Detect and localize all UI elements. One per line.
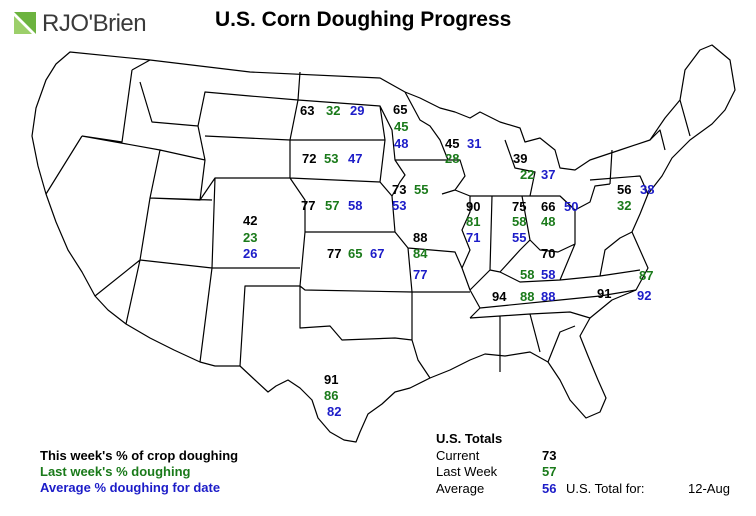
ks-last: 65 [348, 246, 362, 261]
ne-last: 57 [325, 198, 339, 213]
in-avg: 55 [512, 230, 526, 245]
mn-last: 45 [394, 119, 408, 134]
ne-avg: 58 [348, 198, 362, 213]
il-current: 90 [466, 199, 480, 214]
totals-date-label: U.S. Total for: [566, 480, 645, 496]
wi-avg: 31 [467, 136, 481, 151]
ne-current: 77 [301, 198, 315, 213]
totals-average-value: 56 [542, 480, 557, 496]
totals-last-label: Last Week [436, 464, 498, 479]
totals-last-value: 57 [542, 464, 557, 479]
in-current: 75 [512, 199, 526, 214]
tn-current: 94 [492, 289, 507, 304]
totals-average-label: Average [436, 480, 485, 496]
nc-last: 87 [639, 268, 653, 283]
totals-date-value: 12-Aug [688, 480, 730, 496]
ks-avg: 67 [370, 246, 384, 261]
pa-avg: 38 [640, 182, 654, 197]
co-last: 23 [243, 230, 257, 245]
ky-current: 70 [541, 246, 555, 261]
nd-current: 63 [300, 103, 314, 118]
oh-last: 48 [541, 214, 555, 229]
mn-current: 65 [393, 102, 407, 117]
ky-avg: 58 [541, 267, 555, 282]
totals-average-row: Average 56 U.S. Total for: 12-Aug [436, 481, 746, 498]
legend-average: Average % doughing for date [40, 480, 221, 495]
rjobrien-logo: RJO'Brien [12, 8, 152, 38]
us-outline [31, 44, 736, 443]
mi-current: 39 [513, 151, 527, 166]
tn-avg: 88 [541, 289, 555, 304]
in-last: 58 [512, 214, 526, 229]
legend-last: Last week's % doughing [40, 464, 191, 479]
mo-current: 88 [413, 230, 427, 245]
totals-current-value: 73 [542, 447, 557, 463]
ia-avg: 53 [392, 198, 406, 213]
nd-last: 32 [326, 103, 340, 118]
logo-mark-icon [12, 10, 38, 36]
pa-last: 32 [617, 198, 631, 213]
totals-current-label: Current [436, 447, 480, 463]
oh-current: 66 [541, 199, 555, 214]
ky-last: 58 [520, 267, 534, 282]
nd-avg: 29 [350, 103, 364, 118]
state-borders [45, 59, 691, 379]
co-avg: 26 [243, 246, 257, 261]
sd-avg: 47 [348, 151, 362, 166]
tn-last: 88 [520, 289, 534, 304]
totals-current-row: Current 73 [436, 448, 746, 465]
totals-last-row: Last Week 57 [436, 464, 746, 481]
sd-last: 53 [324, 151, 338, 166]
sd-current: 72 [302, 151, 316, 166]
legend-current: This week's % of crop doughing [40, 448, 239, 463]
mn-avg: 48 [394, 136, 408, 151]
ks-current: 77 [327, 246, 341, 261]
legend: This week's % of crop doughing Last week… [40, 448, 238, 496]
mo-avg: 77 [413, 267, 427, 282]
co-current: 42 [243, 213, 257, 228]
wi-current: 45 [445, 136, 459, 151]
tx-current: 91 [324, 372, 338, 387]
wi-last: 28 [445, 151, 459, 166]
tx-last: 86 [324, 388, 338, 403]
state-outlines [31, 44, 736, 443]
pa-current: 56 [617, 182, 631, 197]
page-title: U.S. Corn Doughing Progress [215, 8, 512, 31]
ia-last: 55 [414, 182, 428, 197]
il-last: 81 [466, 214, 480, 229]
us-totals: U.S. Totals Current 73 Last Week 57 Aver… [436, 431, 746, 497]
mo-last: 84 [413, 246, 428, 261]
oh-avg: 50 [564, 199, 578, 214]
tx-avg: 82 [327, 404, 341, 419]
nc-current: 91 [597, 286, 611, 301]
il-avg: 71 [466, 230, 480, 245]
ia-current: 73 [392, 182, 406, 197]
nc-avg: 92 [637, 288, 651, 303]
mi-last: 22 [520, 167, 534, 182]
mi-avg: 37 [541, 167, 555, 182]
totals-heading: U.S. Totals [436, 431, 503, 446]
logo-text: RJO'Brien [42, 10, 147, 37]
